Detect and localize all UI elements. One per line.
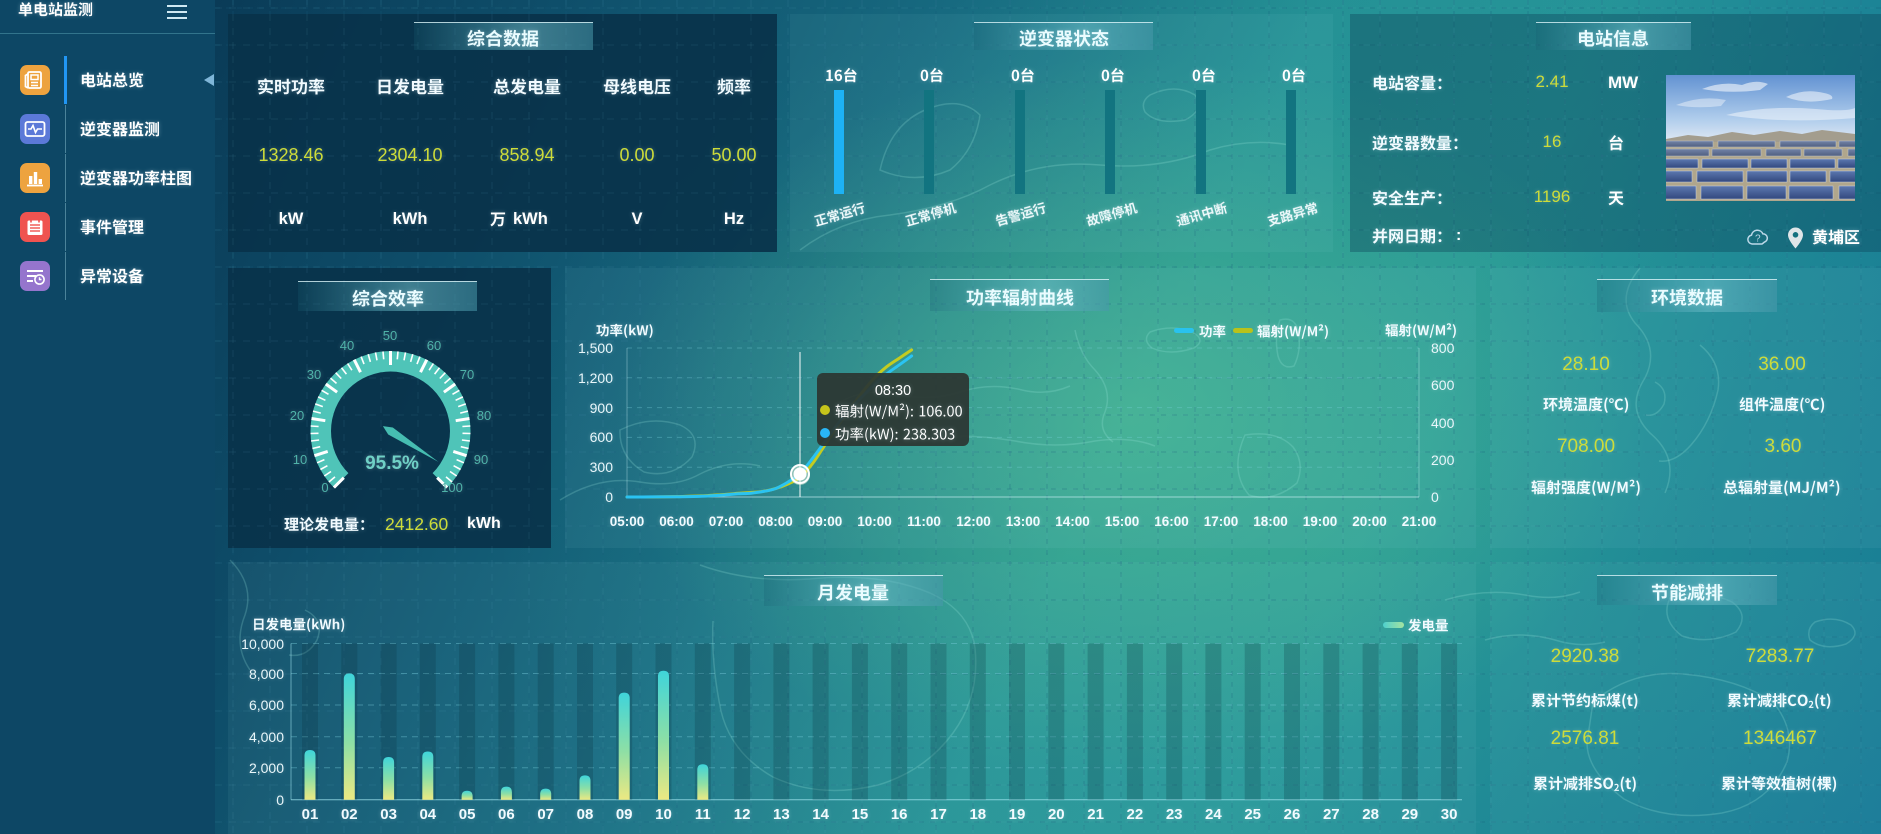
svg-text:?: ? — [1755, 234, 1761, 245]
